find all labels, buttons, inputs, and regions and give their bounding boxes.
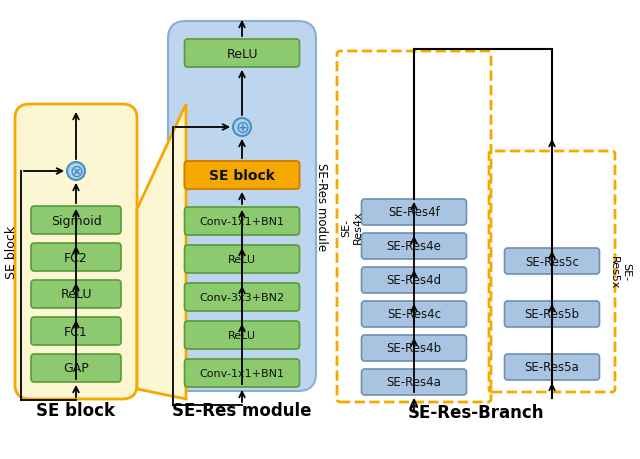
Circle shape	[67, 162, 85, 180]
FancyBboxPatch shape	[184, 40, 300, 68]
Text: SE-Res5b: SE-Res5b	[525, 308, 579, 321]
Text: SE block: SE block	[209, 168, 275, 183]
Text: SE-Res module: SE-Res module	[172, 401, 312, 419]
FancyBboxPatch shape	[31, 207, 121, 235]
Text: SE-Res4f: SE-Res4f	[388, 206, 440, 219]
Text: SE block: SE block	[6, 225, 19, 279]
Text: ReLU: ReLU	[228, 330, 256, 340]
FancyBboxPatch shape	[362, 234, 467, 259]
Polygon shape	[137, 105, 186, 399]
Text: SE-Res4c: SE-Res4c	[387, 308, 441, 321]
FancyBboxPatch shape	[504, 302, 600, 327]
Text: ReLU: ReLU	[228, 254, 256, 264]
FancyBboxPatch shape	[168, 22, 316, 391]
FancyBboxPatch shape	[31, 317, 121, 345]
FancyBboxPatch shape	[504, 248, 600, 274]
Text: SE-Res4b: SE-Res4b	[387, 342, 442, 355]
Text: SE-
Res4x: SE- Res4x	[341, 210, 363, 244]
Text: FC1: FC1	[64, 325, 88, 338]
Circle shape	[233, 119, 251, 137]
Text: Sigmoid: Sigmoid	[51, 214, 101, 227]
Text: GAP: GAP	[63, 362, 89, 375]
FancyBboxPatch shape	[184, 207, 300, 235]
Text: SE-Res4a: SE-Res4a	[387, 375, 442, 389]
Text: SE-Res5c: SE-Res5c	[525, 255, 579, 268]
Text: Conv-1x1+BN1: Conv-1x1+BN1	[200, 217, 285, 226]
FancyBboxPatch shape	[31, 243, 121, 271]
Text: FC2: FC2	[64, 251, 88, 264]
Text: SE-Res module: SE-Res module	[316, 162, 328, 251]
Text: $\otimes$: $\otimes$	[68, 162, 83, 180]
Text: Conv-3x3+BN2: Conv-3x3+BN2	[200, 292, 285, 302]
FancyBboxPatch shape	[15, 105, 137, 399]
Text: ReLU: ReLU	[60, 288, 92, 301]
Text: ReLU: ReLU	[227, 47, 258, 61]
Text: Conv-1x1+BN1: Conv-1x1+BN1	[200, 368, 285, 378]
Text: SE-Res4d: SE-Res4d	[387, 274, 442, 287]
FancyBboxPatch shape	[184, 162, 300, 190]
FancyBboxPatch shape	[362, 302, 467, 327]
Text: SE block: SE block	[36, 401, 115, 419]
Text: SE-Res-Branch: SE-Res-Branch	[408, 403, 544, 421]
FancyBboxPatch shape	[362, 369, 467, 395]
FancyBboxPatch shape	[184, 246, 300, 274]
Text: SE-
Res5x: SE- Res5x	[609, 255, 631, 289]
Text: SE-Res5a: SE-Res5a	[525, 361, 579, 374]
Text: $\oplus$: $\oplus$	[235, 119, 249, 137]
FancyBboxPatch shape	[504, 354, 600, 380]
FancyBboxPatch shape	[362, 335, 467, 361]
FancyBboxPatch shape	[31, 354, 121, 382]
FancyBboxPatch shape	[362, 200, 467, 225]
FancyBboxPatch shape	[184, 321, 300, 349]
Text: SE-Res4e: SE-Res4e	[387, 240, 442, 253]
FancyBboxPatch shape	[362, 268, 467, 293]
FancyBboxPatch shape	[184, 283, 300, 311]
FancyBboxPatch shape	[31, 280, 121, 308]
FancyBboxPatch shape	[184, 359, 300, 387]
